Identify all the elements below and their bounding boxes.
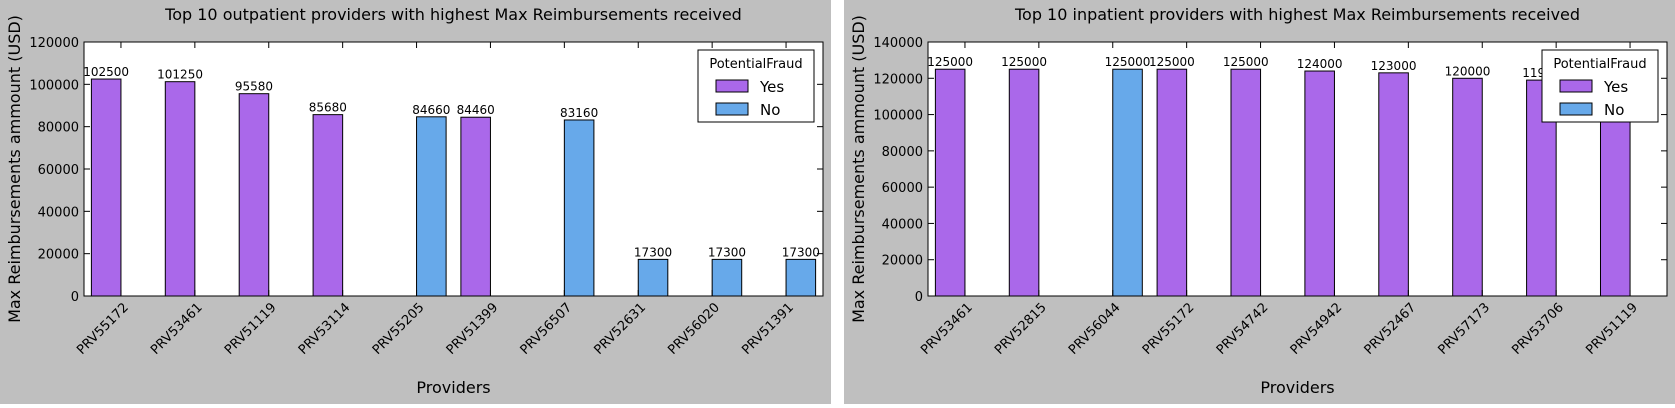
bar-yes-PRV53461: [164, 81, 196, 297]
bar-yes-PRV54942: [1304, 70, 1335, 297]
bar-yes-PRV52815: [1008, 68, 1040, 297]
legend-swatch-yes: [1559, 79, 1593, 93]
data-label: 85680: [309, 101, 347, 115]
data-label: 123000: [1371, 59, 1417, 73]
y-tick-label: 120000: [873, 72, 923, 87]
bar-yes-PRV55172: [1156, 68, 1188, 297]
x-axis-label: Providers: [416, 378, 490, 397]
legend-label-yes: Yes: [759, 78, 784, 96]
legend-swatch-yes: [715, 79, 749, 93]
data-label: 125000: [1105, 55, 1151, 69]
y-tick-label: 140000: [873, 36, 923, 51]
data-label: 84460: [457, 103, 495, 117]
legend-title: PotentialFraud: [709, 57, 802, 72]
bar-no-PRV56044: [1112, 68, 1143, 297]
bar-no-PRV56020: [711, 258, 743, 297]
bar-no-PRV51391: [785, 258, 817, 297]
legend-label-no: No: [1604, 101, 1624, 119]
data-label: 102500: [83, 65, 129, 79]
x-axis-label: Providers: [1260, 378, 1334, 397]
y-tick-label: 100000: [873, 109, 923, 124]
y-tick-label: 100000: [29, 78, 79, 93]
bar-yes-PRV53706: [1526, 79, 1557, 297]
y-tick-label: 80000: [882, 145, 923, 160]
bar-yes-PRV51119: [238, 93, 270, 297]
data-label: 124000: [1297, 57, 1343, 71]
y-tick-label: 0: [71, 290, 79, 305]
data-label: 95580: [235, 80, 273, 94]
bar-yes-PRV53114: [312, 114, 344, 297]
legend-swatch-no: [715, 102, 749, 116]
bar-yes-PRV55172: [90, 78, 122, 297]
y-tick-label: 60000: [38, 163, 79, 178]
plot-frame: [83, 41, 824, 297]
legend: PotentialFraud Yes No: [697, 49, 815, 123]
bar-yes-PRV52467: [1378, 72, 1409, 297]
legend-label-no: No: [760, 101, 780, 119]
data-label: 125000: [1149, 55, 1195, 69]
chart-panel-1: Top 10 outpatient providers with highest…: [0, 0, 831, 404]
chart-title: Top 10 inpatient providers with highest …: [1014, 5, 1580, 24]
y-tick-label: 0: [915, 290, 923, 305]
data-label: 17300: [782, 245, 820, 259]
bar-yes-PRV51399: [460, 116, 491, 297]
plot-frame: [927, 41, 1668, 297]
y-axis-label: Max Reimbursements ammount (USD): [5, 15, 24, 323]
data-label: 125000: [927, 55, 973, 69]
bar-no-PRV55205: [416, 116, 447, 297]
y-tick-label: 40000: [882, 217, 923, 232]
legend: PotentialFraud Yes No: [1541, 49, 1659, 123]
data-label: 101250: [157, 68, 203, 82]
y-axis-label: Max Reimbursements ammount (USD): [849, 15, 868, 323]
data-label: 120000: [1445, 64, 1491, 78]
data-label: 17300: [634, 245, 672, 259]
y-tick-label: 40000: [38, 205, 79, 220]
chart-title: Top 10 outpatient providers with highest…: [164, 5, 742, 24]
data-label: 17300: [708, 245, 746, 259]
bar-yes-PRV54742: [1230, 68, 1262, 297]
data-label: 84660: [412, 103, 450, 117]
chart-panel-2: Top 10 inpatient providers with highest …: [844, 0, 1675, 404]
legend-swatch-no: [1559, 102, 1593, 116]
y-tick-label: 60000: [882, 181, 923, 196]
data-label: 125000: [1223, 55, 1269, 69]
bar-yes-PRV57173: [1452, 77, 1483, 297]
y-tick-label: 20000: [882, 254, 923, 269]
data-label: 125000: [1001, 55, 1047, 69]
y-tick-label: 80000: [38, 121, 79, 136]
bar-no-PRV52631: [637, 258, 669, 297]
legend-title: PotentialFraud: [1553, 57, 1646, 72]
bar-no-PRV56507: [563, 119, 595, 297]
y-tick-label: 20000: [38, 248, 79, 263]
y-tick-label: 120000: [29, 36, 79, 51]
bar-yes-PRV53461: [934, 68, 966, 297]
data-label: 83160: [560, 106, 598, 120]
legend-label-yes: Yes: [1603, 78, 1628, 96]
